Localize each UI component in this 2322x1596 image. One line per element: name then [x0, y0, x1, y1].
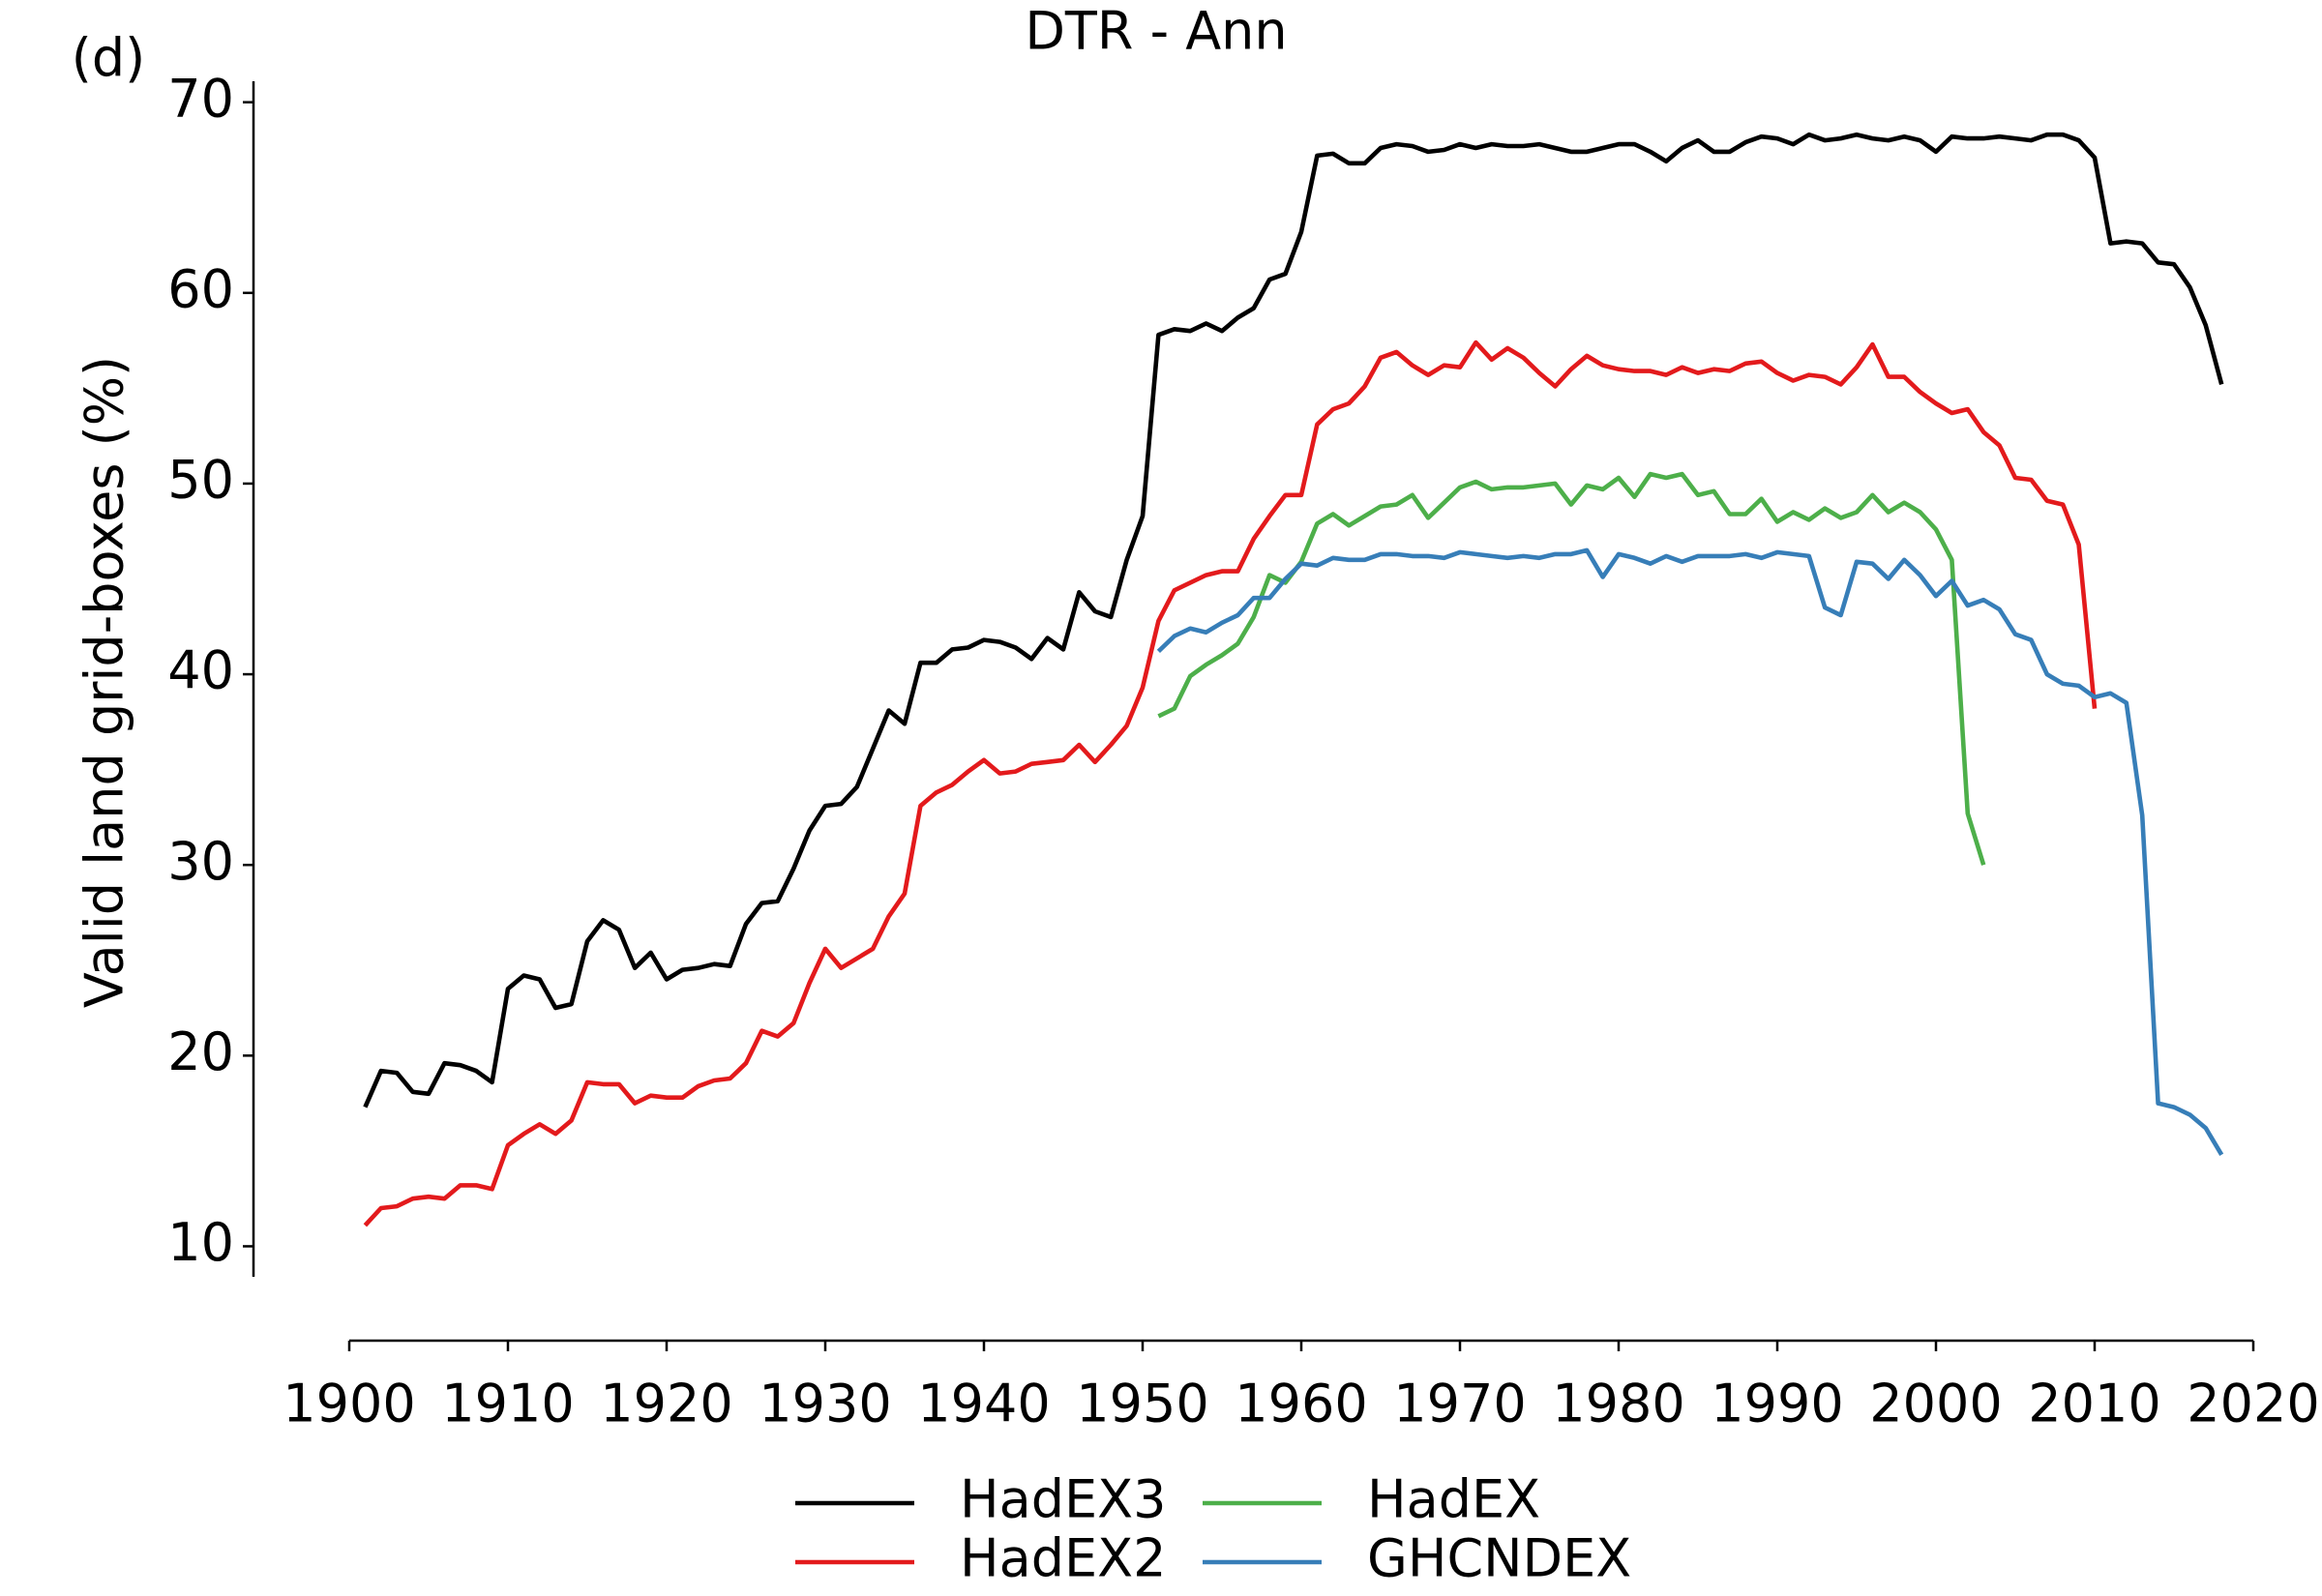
y-tick-label: 20 — [167, 1021, 234, 1082]
x-tick-label: 1930 — [759, 1374, 891, 1434]
x-tick-label: 1980 — [1552, 1374, 1684, 1434]
x-tick-label: 1920 — [600, 1374, 732, 1434]
y-tick-label: 10 — [167, 1212, 234, 1273]
x-tick-label: 2020 — [2187, 1374, 2319, 1434]
x-tick-label: 1950 — [1076, 1374, 1208, 1434]
y-tick-label: 30 — [167, 831, 234, 892]
y-tick-label: 60 — [167, 258, 234, 319]
legend-label: HadEX2 — [960, 1528, 1166, 1589]
legend-label: GHCNDEX — [1367, 1528, 1631, 1589]
panel-label: (d) — [72, 28, 145, 89]
y-tick-label: 70 — [167, 68, 234, 129]
series-line — [363, 340, 2098, 1227]
chart-title: DTR - Ann — [1025, 1, 1287, 62]
x-tick-label: 1940 — [917, 1374, 1050, 1434]
y-tick-label: 40 — [167, 640, 234, 701]
x-tick-label: 1910 — [441, 1374, 574, 1434]
series-line — [1157, 471, 1986, 866]
y-tick-label: 50 — [167, 450, 234, 511]
x-tick-label: 2010 — [2028, 1374, 2160, 1434]
series-line — [363, 132, 2224, 1108]
x-tick-label: 1990 — [1711, 1374, 1843, 1434]
x-tick-label: 2000 — [1869, 1374, 2002, 1434]
legend-label: HadEX — [1367, 1469, 1540, 1530]
legend-label: HadEX3 — [960, 1469, 1166, 1530]
x-tick-label: 1960 — [1235, 1374, 1367, 1434]
series-line — [1156, 547, 2224, 1156]
y-axis-label: Valid land grid-boxes (%) — [74, 356, 135, 1008]
x-tick-label: 1970 — [1393, 1374, 1526, 1434]
x-tick-label: 1900 — [283, 1374, 415, 1434]
